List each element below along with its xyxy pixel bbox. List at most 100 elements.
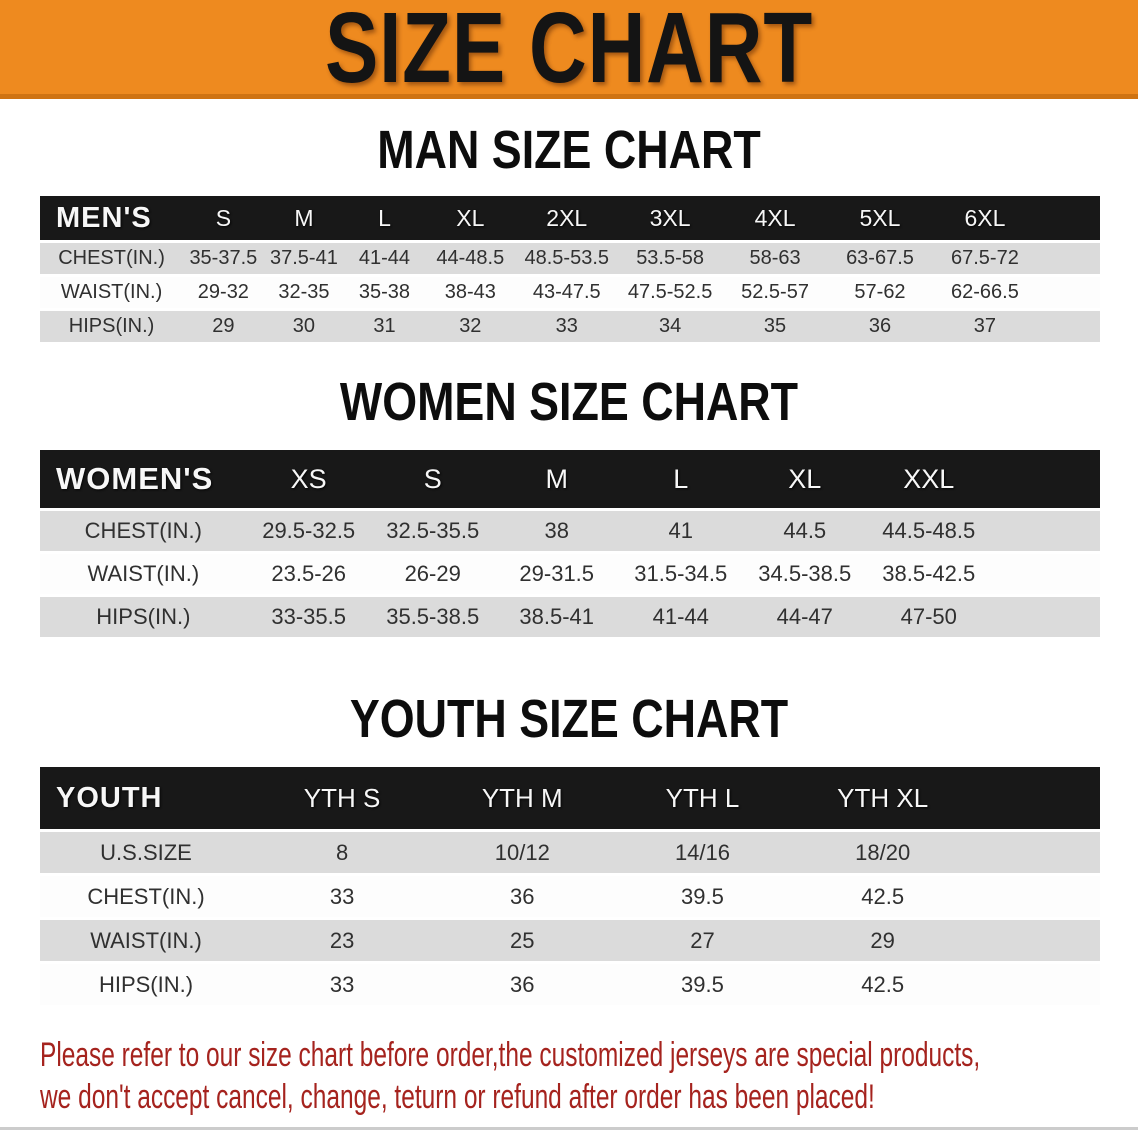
size-value: 41-44 [618, 597, 743, 637]
size-column-header: YTH XL [792, 767, 973, 829]
spacer-cell [1037, 311, 1100, 342]
youth-section-heading: YOUTH SIZE CHART [349, 689, 789, 749]
size-value: 23.5-26 [246, 554, 371, 594]
size-value: 25 [432, 920, 613, 961]
size-column-header: 6XL [932, 196, 1038, 240]
spacer-cell [972, 964, 1100, 1005]
size-column-header: YTH L [612, 767, 793, 829]
measurement-row: CHEST(IN.) 33 36 39.5 42.5 [40, 876, 1100, 917]
size-value: 43-47.5 [515, 277, 618, 308]
size-value: 35.5-38.5 [370, 597, 495, 637]
size-value: 14/16 [612, 832, 793, 873]
spacer-cell [972, 876, 1100, 917]
size-value: 34.5-38.5 [742, 554, 867, 594]
row-label: HIPS(IN.) [40, 597, 247, 637]
measurement-row: WAIST(IN.) 23 25 27 29 [40, 920, 1100, 961]
size-value: 23 [252, 920, 433, 961]
size-value: 39.5 [612, 876, 793, 917]
size-value: 38.5-42.5 [866, 554, 991, 594]
size-column-header: 3XL [617, 196, 723, 240]
size-value: 67.5-72 [932, 243, 1038, 274]
image-bottom-edge [0, 1127, 1138, 1130]
measurement-row: CHEST(IN.) 29.5-32.5 32.5-35.5 38 41 44.5 44.5… [40, 511, 1100, 551]
size-value: 38-43 [424, 277, 516, 308]
size-value: 47.5-52.5 [617, 277, 723, 308]
size-value: 37.5-41 [263, 243, 345, 274]
measurement-row: HIPS(IN.) 33 36 39.5 42.5 [40, 964, 1100, 1005]
size-value: 44.5-48.5 [866, 511, 991, 551]
spacer-cell [1037, 196, 1100, 240]
size-column-header: 5XL [827, 196, 933, 240]
size-value: 41 [618, 511, 743, 551]
size-value: 42.5 [792, 964, 973, 1005]
size-column-header: S [370, 450, 495, 508]
size-value: 57-62 [827, 277, 933, 308]
size-column-header: XL [742, 450, 867, 508]
size-column-header: S [183, 196, 264, 240]
size-value: 44.5 [742, 511, 867, 551]
size-value: 8 [252, 832, 433, 873]
spacer-cell [972, 920, 1100, 961]
spacer-cell [990, 597, 1100, 637]
size-value: 36 [827, 311, 933, 342]
measurement-row: U.S.SIZE 8 10/12 14/16 18/20 [40, 832, 1100, 873]
size-value: 47-50 [866, 597, 991, 637]
size-value: 35 [722, 311, 828, 342]
size-column-header: XL [424, 196, 516, 240]
size-value: 29 [183, 311, 264, 342]
size-value: 32-35 [263, 277, 345, 308]
spacer-cell [1037, 243, 1100, 274]
women-section: WOMEN SIZE CHART WOMEN'S XS S M L XL XXL CHEST(… [0, 375, 1138, 640]
row-label: HIPS(IN.) [40, 964, 252, 1005]
size-value: 29.5-32.5 [246, 511, 371, 551]
spacer-cell [972, 767, 1100, 829]
size-value: 37 [932, 311, 1038, 342]
size-value: 32 [424, 311, 516, 342]
disclaimer-line-2: we don't accept cancel, change, teturn o… [40, 1078, 875, 1116]
size-value: 58-63 [722, 243, 828, 274]
size-value: 27 [612, 920, 793, 961]
size-column-header: L [344, 196, 425, 240]
size-value: 36 [432, 876, 613, 917]
measurement-row: HIPS(IN.) 33-35.5 35.5-38.5 38.5-41 41-44 44-… [40, 597, 1100, 637]
table-corner-label: YOUTH [40, 767, 252, 829]
table-corner-label: MEN'S [40, 196, 184, 240]
measurement-row: CHEST(IN.) 35-37.5 37.5-41 41-44 44-48.5 48.5… [40, 243, 1100, 274]
size-value: 36 [432, 964, 613, 1005]
size-value: 62-66.5 [932, 277, 1038, 308]
women-section-heading: WOMEN SIZE CHART [339, 372, 799, 432]
spacer-cell [990, 511, 1100, 551]
measurement-row: WAIST(IN.) 29-32 32-35 35-38 38-43 43-47.5 47.… [40, 277, 1100, 308]
table-header-row: YOUTH YTH S YTH M YTH L YTH XL [40, 767, 1100, 829]
women-size-table: WOMEN'S XS S M L XL XXL CHEST(IN.) 29.5-32.5 32.5… [40, 447, 1100, 640]
size-value: 33 [515, 311, 618, 342]
size-column-header: 4XL [722, 196, 828, 240]
size-value: 44-48.5 [424, 243, 516, 274]
size-value: 32.5-35.5 [370, 511, 495, 551]
size-column-header: YTH M [432, 767, 613, 829]
size-value: 48.5-53.5 [515, 243, 618, 274]
size-value: 31.5-34.5 [618, 554, 743, 594]
men-section-heading: MAN SIZE CHART [377, 120, 761, 180]
size-value: 35-38 [344, 277, 425, 308]
spacer-cell [990, 450, 1100, 508]
youth-size-table: YOUTH YTH S YTH M YTH L YTH XL U.S.SIZE 8 10/12… [40, 764, 1100, 1008]
size-column-header: 2XL [515, 196, 618, 240]
size-value: 18/20 [792, 832, 973, 873]
row-label: CHEST(IN.) [40, 243, 184, 274]
men-size-table: MEN'S S M L XL 2XL 3XL 4XL 5XL 6XL CHEST(IN.) 35-37… [40, 193, 1100, 345]
spacer-cell [1037, 277, 1100, 308]
row-label: WAIST(IN.) [40, 920, 252, 961]
row-label: CHEST(IN.) [40, 511, 247, 551]
size-value: 33-35.5 [246, 597, 371, 637]
size-value: 52.5-57 [722, 277, 828, 308]
size-column-header: YTH S [252, 767, 433, 829]
size-value: 33 [252, 964, 433, 1005]
size-chart-banner: SIZE CHART [0, 0, 1138, 99]
size-value: 29 [792, 920, 973, 961]
row-label: U.S.SIZE [40, 832, 252, 873]
size-value: 26-29 [370, 554, 495, 594]
table-header-row: MEN'S S M L XL 2XL 3XL 4XL 5XL 6XL [40, 196, 1100, 240]
row-label: CHEST(IN.) [40, 876, 252, 917]
row-label: WAIST(IN.) [40, 554, 247, 594]
